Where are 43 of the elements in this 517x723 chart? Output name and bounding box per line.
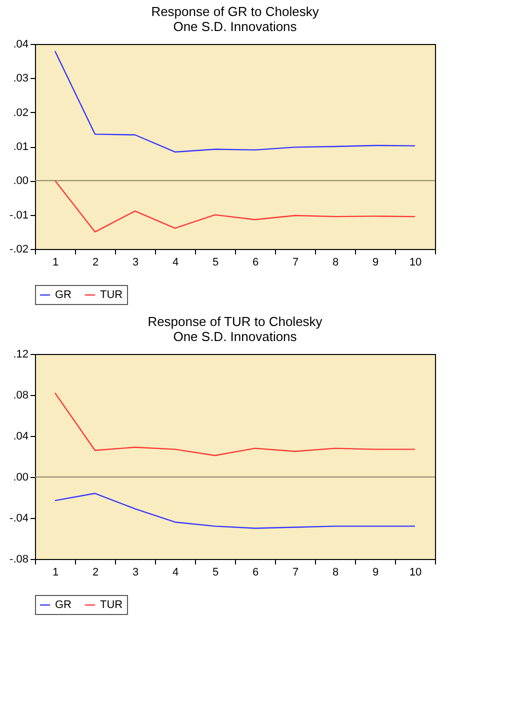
legend-label: GR bbox=[55, 289, 72, 301]
y-tick-label: .08 bbox=[13, 390, 28, 402]
x-tick-label: 4 bbox=[172, 566, 179, 578]
y-tick-label: .04 bbox=[13, 38, 28, 50]
x-tick-label: 5 bbox=[212, 256, 219, 268]
x-tick-label: 5 bbox=[212, 566, 219, 578]
x-tick-label: 6 bbox=[252, 566, 259, 578]
y-tick-label: -.04 bbox=[10, 512, 28, 524]
y-tick-label: .04 bbox=[13, 430, 28, 442]
x-tick-label: 8 bbox=[332, 566, 339, 578]
line-series bbox=[54, 492, 416, 529]
x-tick-label: 8 bbox=[332, 256, 339, 268]
chart-title: Response of GR to Cholesky One S.D. Innovations bbox=[151, 4, 320, 34]
y-tick-label: .00 bbox=[13, 175, 28, 188]
x-tick-label: 1 bbox=[52, 256, 59, 268]
x-tick-label: 10 bbox=[409, 566, 422, 578]
x-tick-label: 10 bbox=[409, 256, 422, 268]
y-tick-label: -.08 bbox=[10, 554, 28, 566]
y-tick-label: .01 bbox=[13, 141, 28, 153]
x-tick-label: 1 bbox=[52, 566, 59, 578]
x-tick-label: 4 bbox=[172, 256, 179, 268]
y-tick-label: -.02 bbox=[10, 244, 28, 256]
x-tick-label: 3 bbox=[132, 566, 139, 578]
x-tick-label: 7 bbox=[292, 566, 299, 578]
y-tick-label: -.01 bbox=[10, 209, 28, 222]
x-tick-label: 9 bbox=[372, 566, 379, 578]
legend-label: GR bbox=[55, 599, 72, 611]
x-tick-label: 2 bbox=[92, 256, 99, 268]
x-tick-label: 7 bbox=[292, 256, 299, 268]
legend-label: TUR bbox=[100, 599, 123, 611]
line-series bbox=[54, 50, 416, 153]
x-tick-label: 6 bbox=[252, 256, 259, 268]
y-tick-label: .03 bbox=[13, 72, 28, 85]
y-tick-label: .02 bbox=[13, 106, 28, 119]
x-tick-label: 2 bbox=[92, 566, 99, 578]
line-series bbox=[54, 180, 416, 233]
y-tick-label: .00 bbox=[13, 472, 28, 484]
chart-title: Response of TUR to Cholesky One S.D. Innovations bbox=[148, 314, 323, 344]
x-tick-label: 9 bbox=[372, 256, 379, 268]
legend-label: TUR bbox=[100, 289, 123, 301]
y-tick-label: .12 bbox=[13, 348, 28, 360]
line-series bbox=[54, 392, 416, 456]
x-tick-label: 3 bbox=[132, 256, 139, 268]
